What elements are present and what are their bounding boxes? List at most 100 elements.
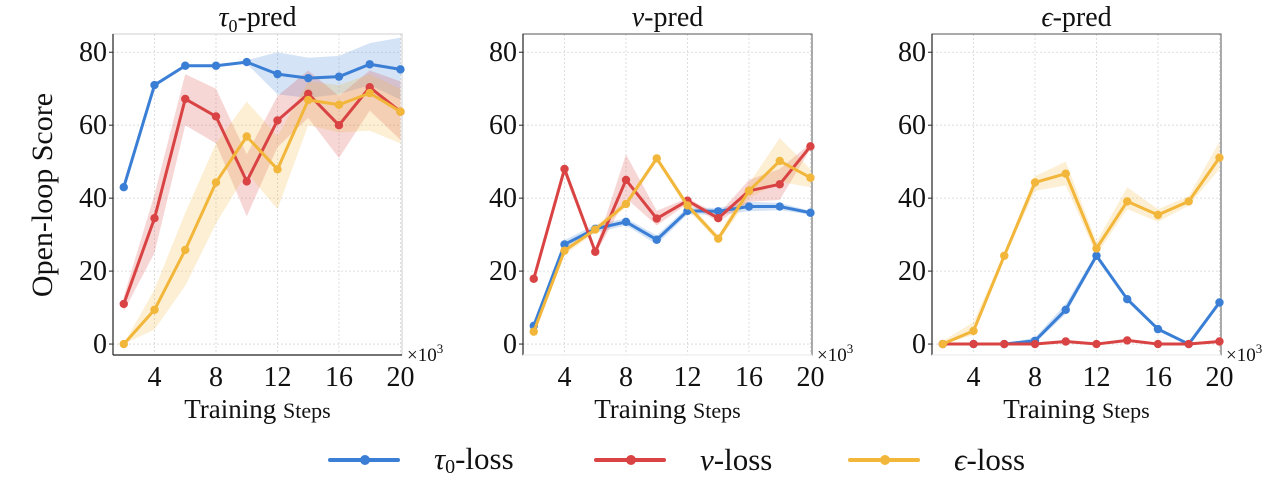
point-tau0-loss <box>1215 298 1224 307</box>
title-symbol: ϵ <box>1041 2 1054 33</box>
point-v-loss <box>304 89 313 99</box>
x-axis-label: Training Steps <box>594 394 740 424</box>
point-tau0-loss <box>334 72 344 81</box>
band-tau0-loss <box>123 37 401 188</box>
title-symbol: v <box>632 2 645 33</box>
point-eps-loss <box>365 88 374 98</box>
y-tick-label: 80 <box>79 37 107 68</box>
x-multiplier: ×103 <box>407 341 443 366</box>
x-tick-label: 8 <box>619 362 633 393</box>
point-v-loss <box>242 177 251 186</box>
x-axis-label-small: Steps <box>1102 398 1150 423</box>
line-eps-loss <box>942 156 1221 346</box>
x-multiplier-base: ×10 <box>407 345 437 366</box>
point-tau0-loss <box>119 183 128 192</box>
legend: τ0-loss v-loss ϵ-loss <box>0 436 1280 484</box>
point-tau0-loss <box>181 61 190 70</box>
title-symbol: τ <box>218 2 229 33</box>
line-v-loss <box>532 145 812 280</box>
y-tick-label: 40 <box>898 183 926 214</box>
legend-label-eps-loss: ϵ-loss <box>954 442 1026 477</box>
x-multiplier-exponent: 3 <box>1256 341 1263 356</box>
y-tick-label: 0 <box>912 329 926 360</box>
y-tick-label: 80 <box>489 37 517 68</box>
y-tick-label: 20 <box>79 256 107 287</box>
y-tick-label: 20 <box>898 256 926 287</box>
point-eps-loss <box>744 186 754 196</box>
y-axis-label: Open-loop Score <box>26 93 59 297</box>
point-tau0-loss <box>560 240 569 249</box>
point-tau0-loss <box>714 207 723 216</box>
point-tau0-loss <box>1153 324 1163 334</box>
point-tau0-loss <box>1061 305 1070 314</box>
y-tick-label: 40 <box>79 183 107 214</box>
point-v-loss <box>1092 339 1101 349</box>
line-eps-loss <box>532 156 812 333</box>
x-multiplier-exponent: 3 <box>847 341 854 356</box>
x-tick-label: 20 <box>386 362 414 393</box>
point-eps-loss <box>119 339 128 349</box>
x-tick-label: 16 <box>735 362 763 393</box>
legend-swatch-v-loss <box>594 455 666 465</box>
point-v-loss <box>1153 339 1163 349</box>
line-v-loss <box>942 338 1220 346</box>
point-tau0-loss <box>396 65 405 74</box>
point-eps-loss <box>1123 197 1132 206</box>
x-tick-label: 4 <box>967 362 981 393</box>
x-tick-label: 12 <box>673 362 701 393</box>
line-tau0-loss <box>532 205 811 327</box>
y-tick-label: 0 <box>503 329 517 360</box>
point-v-loss <box>621 175 631 185</box>
point-eps-loss <box>1000 251 1009 260</box>
point-eps-loss <box>621 199 631 209</box>
x-axis-label-main: Training <box>1003 394 1102 424</box>
point-eps-loss <box>396 107 405 116</box>
point-v-loss <box>211 112 221 121</box>
x-tick-label: 20 <box>796 362 824 393</box>
y-tick-label: 40 <box>489 183 517 214</box>
point-v-loss <box>273 116 282 125</box>
point-v-loss <box>334 120 344 130</box>
legend-swatch-tau0-loss <box>328 455 400 465</box>
x-tick-label: 8 <box>1028 362 1042 393</box>
legend-item-v-loss: v-loss <box>594 436 772 484</box>
x-multiplier: ×103 <box>1226 341 1262 366</box>
panel-title: τ0-pred <box>218 2 296 36</box>
point-tau0-loss <box>150 80 159 90</box>
x-tick-label: 4 <box>148 362 162 393</box>
point-eps-loss <box>1153 210 1163 220</box>
point-eps-loss <box>969 326 978 336</box>
point-eps-loss <box>1184 197 1193 206</box>
legend-label-tau0-loss: τ0-loss <box>434 441 514 478</box>
x-axis-label-small: Steps <box>693 398 741 423</box>
band-tau0-loss <box>533 201 811 328</box>
legend-label-v-loss: v-loss <box>700 442 773 477</box>
band-v-loss <box>533 143 811 281</box>
line-eps-loss <box>122 91 402 346</box>
point-eps-loss <box>938 339 947 349</box>
point-v-loss <box>806 142 815 151</box>
x-axis-label: Training Steps <box>184 394 330 424</box>
point-v-loss <box>1030 339 1040 349</box>
y-tick-label: 60 <box>489 110 517 141</box>
point-eps-loss <box>1215 153 1224 162</box>
point-v-loss <box>1123 336 1132 345</box>
point-v-loss <box>591 247 600 256</box>
line-tau0-loss <box>122 60 401 188</box>
point-v-loss <box>714 214 723 223</box>
point-eps-loss <box>304 95 313 105</box>
x-axis-label-main: Training <box>594 394 693 424</box>
legend-swatch-eps-loss <box>848 455 920 465</box>
point-tau0-loss <box>242 57 251 67</box>
x-multiplier-exponent: 3 <box>437 341 444 356</box>
point-eps-loss <box>529 327 538 336</box>
point-eps-loss <box>334 100 344 109</box>
point-v-loss <box>1184 339 1193 349</box>
point-eps-loss <box>211 178 221 187</box>
x-multiplier: ×103 <box>817 341 853 366</box>
title-suffix: -pred <box>644 2 703 33</box>
point-v-loss <box>365 83 374 92</box>
